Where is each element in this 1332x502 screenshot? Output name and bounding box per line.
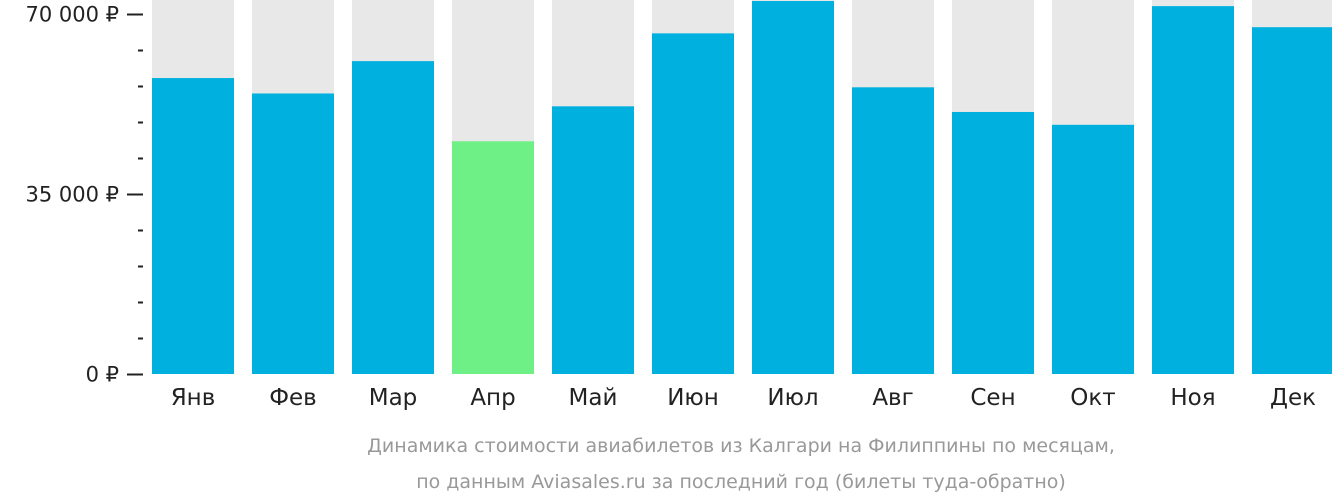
y-tick-label: 0 ₽ (86, 363, 119, 387)
bar-3 (352, 61, 434, 374)
x-tick-label: Дек (1270, 385, 1316, 411)
y-tick-label: 70 000 ₽ (25, 3, 119, 27)
x-tick-label: Ноя (1170, 385, 1215, 411)
bar-4 (452, 141, 534, 374)
x-tick-label: Апр (470, 385, 515, 411)
x-tick-label: Фев (269, 385, 317, 411)
x-tick-label: Июн (667, 385, 719, 411)
y-tick-label: 35 000 ₽ (25, 183, 119, 207)
chart-caption-line-2: по данным Aviasales.ru за последний год … (416, 471, 1066, 493)
chart-caption-line-1: Динамика стоимости авиабилетов из Калгар… (367, 435, 1115, 457)
x-tick-label: Авг (872, 385, 913, 411)
bar-10 (1052, 124, 1134, 375)
x-tick-label: Июл (767, 385, 818, 411)
bar-12 (1252, 27, 1332, 374)
x-tick-label: Янв (171, 385, 216, 411)
bar-1 (152, 78, 234, 375)
bar-layer (152, 1, 1332, 375)
bar-9 (952, 111, 1034, 374)
bar-7 (752, 1, 834, 374)
y-axis: 0 ₽ 35 000 ₽ 70 000 ₽ (25, 3, 143, 387)
bar-8 (852, 87, 934, 374)
x-tick-label: Окт (1070, 385, 1115, 411)
bar-11 (1152, 6, 1234, 374)
x-tick-label: Сен (970, 385, 1015, 411)
bar-6 (652, 33, 734, 374)
x-tick-label: Мар (369, 385, 418, 411)
bar-5 (552, 106, 634, 374)
bar-2 (252, 93, 334, 374)
x-axis-labels: Янв Фев Мар Апр Май Июн Июл Авг Сен Окт Ноя Дек (171, 385, 1316, 411)
x-tick-label: Май (569, 385, 618, 411)
